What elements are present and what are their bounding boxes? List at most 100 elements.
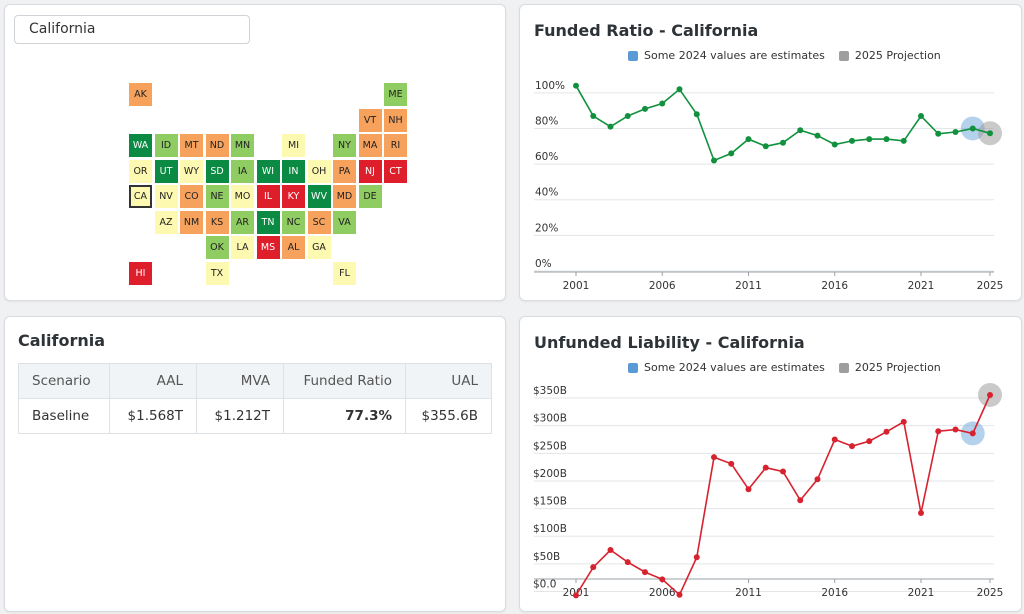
- data-point-2019[interactable]: [883, 136, 890, 143]
- data-point-2009[interactable]: [711, 157, 717, 164]
- data-point-2004[interactable]: [624, 559, 631, 566]
- data-point-2008[interactable]: [693, 111, 700, 118]
- state-tile-tn[interactable]: TN: [256, 210, 280, 234]
- data-point-2001[interactable]: [573, 592, 579, 599]
- data-point-2013[interactable]: [780, 139, 786, 146]
- data-point-2004[interactable]: [624, 112, 631, 119]
- state-tile-ky[interactable]: KY: [282, 185, 305, 208]
- state-tile-ma[interactable]: MA: [358, 134, 382, 157]
- data-point-2008[interactable]: [693, 554, 700, 561]
- column-header-mva[interactable]: MVA: [196, 363, 284, 399]
- data-point-2023[interactable]: [952, 426, 959, 433]
- data-point-2001[interactable]: [573, 82, 579, 89]
- data-point-2018[interactable]: [866, 438, 873, 445]
- state-tile-nd[interactable]: ND: [205, 134, 229, 157]
- data-point-2005[interactable]: [642, 105, 648, 112]
- state-tile-hi[interactable]: HI: [129, 261, 152, 285]
- state-tile-ak[interactable]: AK: [129, 83, 152, 106]
- data-point-2017[interactable]: [849, 137, 855, 144]
- data-point-2003[interactable]: [607, 123, 614, 130]
- data-point-2006[interactable]: [659, 100, 666, 107]
- column-header-ual[interactable]: UAL: [405, 363, 492, 399]
- state-tile-ga[interactable]: GA: [307, 236, 331, 259]
- state-tile-co[interactable]: CO: [180, 185, 203, 208]
- data-point-2015[interactable]: [814, 132, 821, 139]
- data-point-2007[interactable]: [676, 86, 683, 93]
- state-tile-ms[interactable]: MS: [256, 236, 280, 259]
- column-header-scenario[interactable]: Scenario: [18, 363, 110, 399]
- data-point-2015[interactable]: [814, 476, 821, 483]
- data-point-2005[interactable]: [642, 569, 648, 576]
- data-point-2014[interactable]: [797, 127, 804, 134]
- data-point-2021[interactable]: [918, 510, 924, 516]
- data-point-2022[interactable]: [935, 130, 942, 137]
- data-point-2018[interactable]: [866, 136, 873, 143]
- data-point-2020[interactable]: [900, 418, 907, 425]
- data-point-2010[interactable]: [728, 150, 735, 157]
- state-tile-wa[interactable]: WA: [129, 134, 152, 157]
- legend-item-projection[interactable]: 2025 Projection: [838, 49, 941, 62]
- data-point-2006[interactable]: [659, 576, 666, 583]
- data-point-2025[interactable]: [987, 391, 993, 398]
- state-tile-ct[interactable]: CT: [384, 159, 407, 183]
- data-point-2012[interactable]: [762, 464, 769, 471]
- data-point-2007[interactable]: [676, 591, 683, 598]
- data-point-2016[interactable]: [831, 141, 838, 148]
- data-point-2020[interactable]: [900, 137, 907, 144]
- state-tile-mn[interactable]: MN: [231, 134, 254, 157]
- state-tile-mi[interactable]: MI: [282, 134, 305, 157]
- state-tile-ut[interactable]: UT: [154, 159, 178, 183]
- state-tile-tx[interactable]: TX: [205, 261, 229, 285]
- data-point-2003[interactable]: [607, 547, 614, 554]
- state-tile-vt[interactable]: VT: [358, 108, 382, 132]
- state-tile-ri[interactable]: RI: [384, 134, 407, 157]
- state-tile-ca[interactable]: CA: [129, 185, 152, 208]
- state-tile-ks[interactable]: KS: [205, 210, 229, 234]
- data-point-2009[interactable]: [711, 454, 717, 461]
- column-header-funded-ratio[interactable]: Funded Ratio: [283, 363, 406, 399]
- state-tile-me[interactable]: ME: [384, 83, 407, 106]
- state-tile-la[interactable]: LA: [231, 236, 254, 259]
- state-tile-pa[interactable]: PA: [333, 159, 356, 183]
- state-tile-fl[interactable]: FL: [333, 261, 356, 285]
- state-tile-sd[interactable]: SD: [205, 159, 229, 183]
- state-tile-or[interactable]: OR: [129, 159, 152, 183]
- data-point-2014[interactable]: [797, 497, 804, 504]
- data-point-2011[interactable]: [745, 136, 752, 143]
- data-point-2013[interactable]: [780, 468, 786, 475]
- data-point-2024[interactable]: [969, 430, 976, 437]
- column-header-aal[interactable]: AAL: [109, 363, 197, 399]
- data-point-2012[interactable]: [762, 143, 769, 150]
- state-tile-ok[interactable]: OK: [205, 236, 229, 259]
- state-tile-ar[interactable]: AR: [231, 210, 254, 234]
- state-tile-ia[interactable]: IA: [231, 159, 254, 183]
- state-tile-nm[interactable]: NM: [180, 210, 203, 234]
- legend-item-projection[interactable]: 2025 Projection: [838, 361, 941, 374]
- state-tile-nj[interactable]: NJ: [358, 159, 382, 183]
- state-tile-wi[interactable]: WI: [256, 159, 280, 183]
- data-point-2002[interactable]: [590, 564, 597, 571]
- state-tile-md[interactable]: MD: [333, 185, 356, 208]
- data-point-2024[interactable]: [969, 125, 976, 132]
- state-tile-va[interactable]: VA: [333, 210, 356, 234]
- data-point-2023[interactable]: [952, 129, 959, 136]
- state-tile-ny[interactable]: NY: [333, 134, 356, 157]
- data-point-2019[interactable]: [883, 428, 890, 435]
- data-point-2021[interactable]: [918, 112, 924, 119]
- legend-item-estimates[interactable]: Some 2024 values are estimates: [628, 49, 825, 62]
- data-point-2016[interactable]: [831, 436, 838, 443]
- state-tile-ne[interactable]: NE: [205, 185, 229, 208]
- state-tile-nh[interactable]: NH: [384, 108, 407, 132]
- state-tile-in[interactable]: IN: [282, 159, 305, 183]
- data-point-2025[interactable]: [987, 130, 993, 137]
- state-tile-de[interactable]: DE: [358, 185, 382, 208]
- state-tile-wy[interactable]: WY: [180, 159, 203, 183]
- data-point-2022[interactable]: [935, 428, 942, 435]
- data-point-2010[interactable]: [728, 460, 735, 467]
- state-tile-il[interactable]: IL: [256, 185, 280, 208]
- data-point-2002[interactable]: [590, 112, 597, 119]
- state-tile-az[interactable]: AZ: [154, 210, 178, 234]
- state-tile-sc[interactable]: SC: [307, 210, 331, 234]
- state-tile-mo[interactable]: MO: [231, 185, 254, 208]
- state-tile-wv[interactable]: WV: [307, 185, 331, 208]
